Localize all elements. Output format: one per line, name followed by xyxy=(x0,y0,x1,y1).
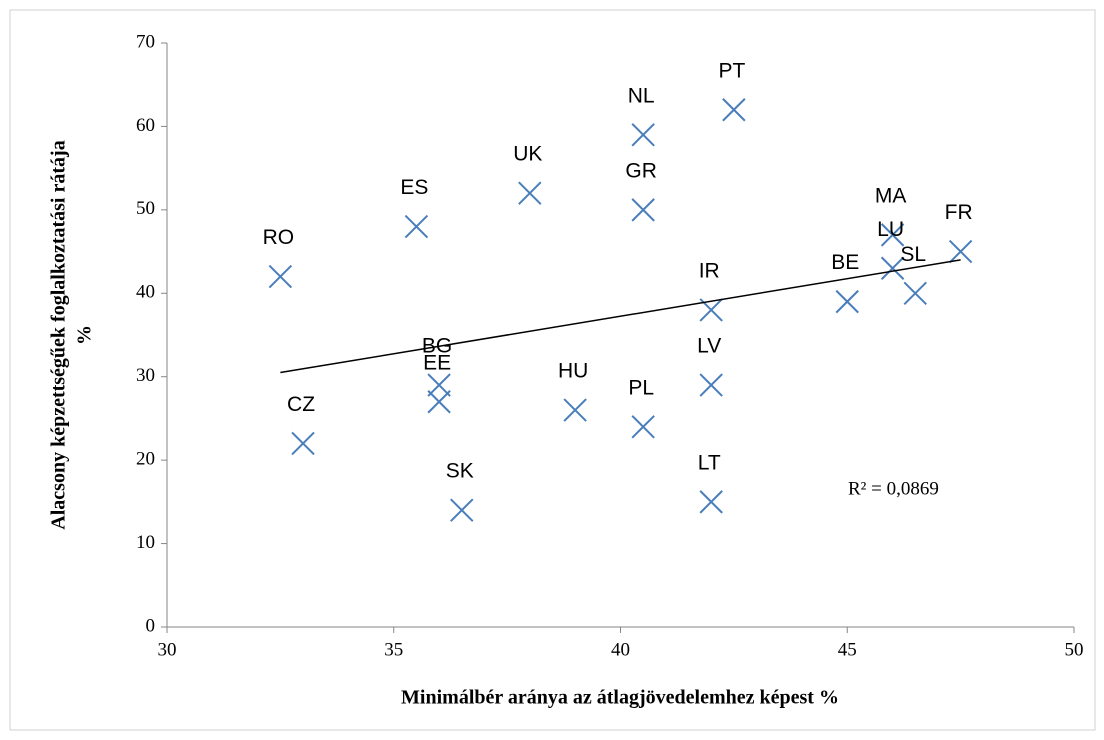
point-label: PT xyxy=(718,59,745,82)
y-tick-label: 60 xyxy=(136,115,155,136)
y-tick-label: 50 xyxy=(136,198,155,219)
point-label: ES xyxy=(400,176,428,199)
point-label: LU xyxy=(877,218,904,241)
point-label: CZ xyxy=(287,393,315,416)
x-axis-title: Minimálbér aránya az átlagjövedelemhez k… xyxy=(401,687,839,709)
point-label: LV xyxy=(697,335,721,358)
y-axis-title-line: Alacsony képzettségűek foglalkoztatási r… xyxy=(48,140,70,529)
trendline xyxy=(280,259,961,374)
point-label: GR xyxy=(625,159,657,182)
point-label: LT xyxy=(698,451,721,474)
marker xyxy=(903,281,927,305)
y-tick-label: 70 xyxy=(136,31,155,52)
point-label: SL xyxy=(900,243,926,266)
marker xyxy=(427,390,451,414)
y-tick-label: 20 xyxy=(136,449,155,470)
marker xyxy=(268,264,293,289)
chart-border xyxy=(9,9,1096,731)
point-label: PL xyxy=(628,376,654,399)
y-axis-title: Alacsony képzettségűek foglalkoztatási r… xyxy=(48,140,96,529)
y-tick-label: 30 xyxy=(136,365,155,386)
point-label: HU xyxy=(558,360,588,383)
marker xyxy=(722,98,746,122)
x-tick-label: 50 xyxy=(1065,639,1084,660)
marker xyxy=(631,123,655,147)
point-label: MA xyxy=(875,184,907,207)
x-tick-label: 40 xyxy=(611,639,630,660)
point-label: RO xyxy=(263,226,295,249)
y-tick-label: 0 xyxy=(146,615,156,636)
y-axis-title-line: % xyxy=(74,325,96,345)
x-tick-label: 35 xyxy=(384,639,403,660)
r-squared: R² = 0,0869 xyxy=(848,478,939,499)
point-label: UK xyxy=(513,143,542,166)
point-label: FR xyxy=(945,201,973,224)
x-tick-label: 45 xyxy=(838,639,857,660)
point-label: BE xyxy=(831,251,859,274)
marker xyxy=(835,289,859,314)
point-label: SK xyxy=(446,460,474,483)
marker xyxy=(880,223,905,247)
x-tick-label: 30 xyxy=(158,639,177,660)
marker xyxy=(631,415,655,439)
marker xyxy=(404,214,429,239)
marker xyxy=(450,498,474,522)
marker xyxy=(880,256,905,280)
marker xyxy=(699,490,723,514)
marker xyxy=(948,239,973,264)
y-tick-label: 10 xyxy=(136,532,155,553)
marker xyxy=(631,198,655,222)
marker xyxy=(699,373,723,397)
point-label: NL xyxy=(628,84,655,107)
y-tick-label: 40 xyxy=(136,282,155,303)
point-label: EE xyxy=(423,351,451,374)
marker xyxy=(427,373,451,397)
marker xyxy=(518,181,542,205)
point-label: IR xyxy=(699,260,720,283)
marker xyxy=(563,398,587,422)
marker xyxy=(291,431,315,456)
